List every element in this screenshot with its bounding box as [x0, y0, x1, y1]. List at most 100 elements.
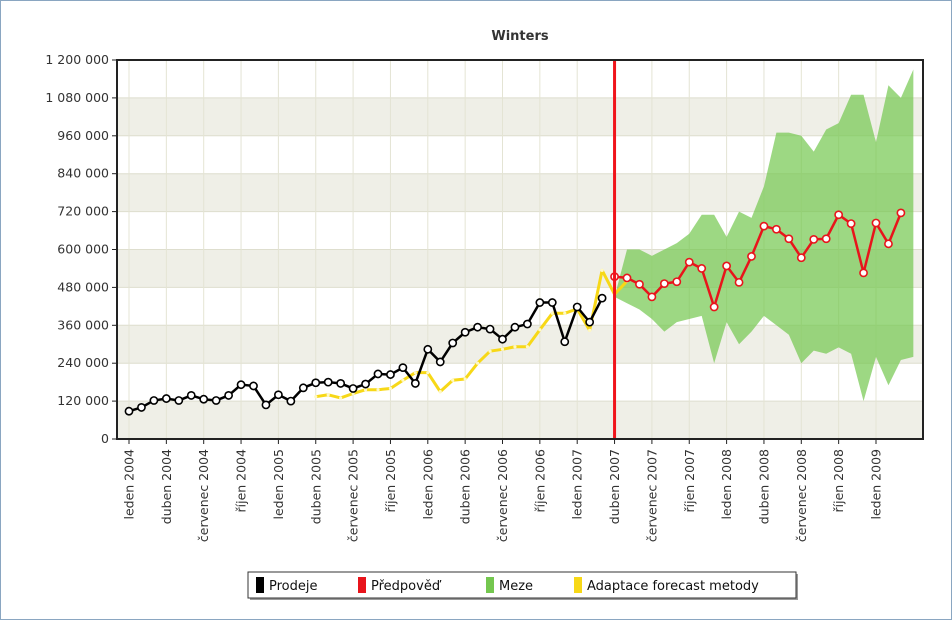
x-tick-label: duben 2008 [756, 449, 771, 524]
y-tick-label: 600 000 [57, 242, 109, 257]
prodeje-point [423, 344, 433, 354]
predpoved-point [834, 210, 844, 220]
prodeje-point [498, 334, 507, 344]
prodeje-point [137, 403, 146, 412]
prodeje-point [572, 302, 582, 312]
prodeje-point [460, 327, 470, 337]
adaptace-point [388, 386, 393, 391]
adaptace-point [413, 371, 417, 375]
prodeje-point [124, 406, 134, 416]
predpoved-point [647, 292, 657, 302]
adaptace-point [339, 396, 343, 400]
y-tick-label: 120 000 [57, 393, 109, 408]
predpoved-point [796, 253, 806, 263]
predpoved-point [747, 252, 756, 261]
prodeje-point [485, 324, 495, 334]
prodeje-point [597, 293, 607, 303]
adaptace-point [314, 395, 318, 399]
adaptace-point [600, 268, 604, 272]
legend-label: Adaptace forecast metody [587, 579, 759, 594]
y-tick-label: 1 200 000 [45, 52, 109, 67]
x-tick-label: červenec 2008 [794, 449, 809, 542]
y-tick-label: 0 [101, 431, 109, 446]
legend-label: Předpověď [371, 579, 442, 594]
y-tick-label: 840 000 [57, 166, 109, 181]
x-tick-label: leden 2006 [420, 449, 435, 520]
adaptace-point [588, 328, 592, 332]
prodeje-point [523, 319, 532, 329]
adaptace-point [550, 311, 554, 315]
prodeje-point [186, 391, 196, 400]
prodeje-point [435, 357, 445, 367]
adaptace-point [488, 349, 492, 353]
prodeje-point [585, 317, 595, 327]
predpoved-point [871, 218, 881, 228]
prodeje-point [211, 396, 221, 405]
y-tick-label: 240 000 [57, 355, 109, 370]
predpoved-point [846, 219, 856, 229]
adaptace-point [451, 378, 455, 382]
prodeje-point [161, 394, 171, 403]
x-tick-label: říjen 2005 [383, 449, 398, 512]
x-tick-label: duben 2004 [159, 449, 174, 524]
y-tick-label: 960 000 [57, 128, 109, 143]
legend-swatch [256, 577, 264, 593]
predpoved-point [622, 273, 632, 283]
predpoved-point [709, 302, 719, 312]
predpoved-point [884, 239, 893, 249]
adaptace-point [438, 390, 442, 394]
adaptace-point [476, 361, 480, 365]
predpoved-point [809, 234, 819, 244]
prodeje-point [149, 396, 159, 405]
x-tick-label: duben 2007 [607, 449, 622, 524]
predpoved-point [635, 279, 644, 289]
adaptace-point [538, 328, 542, 332]
x-tick-label: červenec 2006 [495, 449, 510, 542]
adaptace-point [463, 377, 467, 381]
prodeje-point [224, 391, 233, 400]
prodeje-point [535, 298, 545, 307]
predpoved-point [697, 264, 707, 273]
predpoved-point [896, 208, 906, 218]
y-tick-label: 480 000 [57, 279, 109, 294]
y-axis-ticks: 0 120 000 240 000 360 000 480 000 600 000 720 … [45, 52, 117, 446]
prodeje-point [286, 396, 296, 406]
x-tick-label: leden 2009 [869, 449, 884, 520]
adaptace-point [376, 388, 380, 392]
chart-title: Winters [491, 29, 548, 44]
prodeje-point [174, 396, 184, 405]
x-axis-ticks: leden 2004 duben 2004 červenec 2004 říjen 2… [122, 439, 884, 542]
prodeje-point [236, 380, 246, 390]
meze-layer [614, 69, 914, 402]
predpoved-point [722, 261, 731, 271]
plot-band [117, 401, 923, 439]
adaptace-point [563, 311, 567, 315]
prodeje-point [448, 338, 458, 348]
x-tick-label: říjen 2006 [532, 449, 547, 513]
prodeje-point [273, 390, 283, 400]
lines-layer [124, 208, 906, 416]
y-tick-label: 1 080 000 [45, 90, 109, 105]
prodeje-point [373, 369, 383, 379]
prodeje-point [386, 370, 395, 379]
legend-swatch [358, 577, 366, 593]
plot-band [117, 97, 923, 136]
prodeje-point [560, 337, 570, 347]
x-tick-label: říjen 2004 [234, 449, 249, 513]
y-tick-label: 360 000 [57, 317, 109, 332]
prodeje-point [261, 400, 271, 410]
y-tick-label: 720 000 [57, 204, 109, 219]
prodeje-point [473, 322, 482, 332]
prodeje-point [199, 394, 209, 404]
meze-area [614, 69, 914, 402]
adaptace-point [363, 388, 368, 392]
adaptace-point [426, 371, 430, 375]
x-tick-label: říjen 2007 [682, 449, 697, 512]
predpoved-point [672, 277, 682, 287]
prodeje-point [547, 298, 557, 307]
prodeje-point [510, 322, 520, 332]
prodeje-point [311, 378, 321, 388]
x-tick-label: říjen 2008 [831, 449, 846, 513]
adaptace-point [401, 378, 405, 382]
